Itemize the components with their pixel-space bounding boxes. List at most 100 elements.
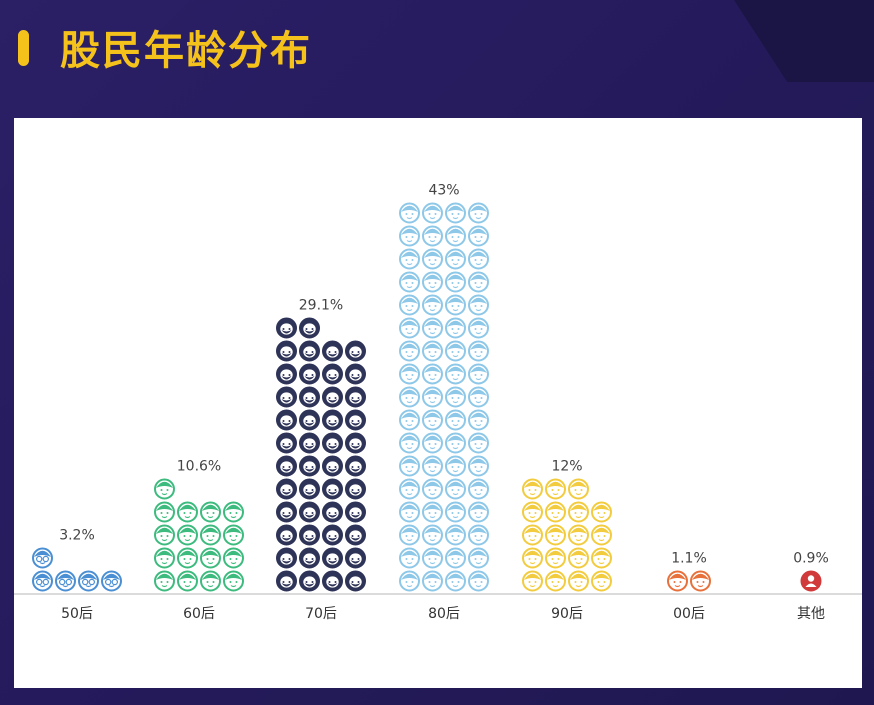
bearded-man-icon — [345, 524, 366, 546]
young-man-icon — [399, 386, 420, 408]
bar-5 — [522, 478, 612, 592]
bearded-man-icon — [276, 432, 297, 454]
bearded-man-icon — [322, 570, 343, 592]
bearded-man-icon — [322, 340, 343, 362]
young-man-icon — [399, 271, 420, 293]
bearded-man-icon — [299, 478, 320, 500]
young-man-icon — [422, 271, 443, 293]
young-man-icon — [422, 432, 443, 454]
bar-4 — [399, 202, 489, 592]
young-man-icon — [399, 248, 420, 270]
young-man-icon — [422, 409, 443, 431]
bearded-man-icon — [345, 501, 366, 523]
boy-icon — [568, 570, 589, 592]
young-man-icon — [445, 317, 466, 339]
young-man-icon — [468, 432, 489, 454]
bearded-man-icon — [299, 409, 320, 431]
boy-icon — [591, 501, 612, 523]
young-man-icon — [399, 363, 420, 385]
young-man-icon — [468, 271, 489, 293]
young-man-icon — [399, 432, 420, 454]
young-man-icon — [468, 524, 489, 546]
young-man-icon — [468, 294, 489, 316]
young-man-icon — [468, 478, 489, 500]
young-man-icon — [422, 455, 443, 477]
bearded-man-icon — [345, 478, 366, 500]
elder-cap-icon — [223, 547, 244, 569]
bearded-man-icon — [345, 363, 366, 385]
bearded-man-icon — [345, 432, 366, 454]
boy-icon — [591, 524, 612, 546]
elder-cap-icon — [177, 501, 198, 523]
young-man-icon — [445, 501, 466, 523]
young-man-icon — [468, 363, 489, 385]
bar-2 — [154, 478, 244, 592]
data-label: 29.1% — [299, 298, 343, 314]
pictogram-bar-chart: 3.2% 50后 10.6% 60后 29.1% 70后 43% 80后 12% 90后 1.1% 0… — [14, 183, 862, 622]
bearded-man-icon — [345, 455, 366, 477]
x-tick-label: 90后 — [551, 606, 583, 622]
bar-1 — [32, 547, 122, 592]
bearded-man-icon — [299, 570, 320, 592]
boy-icon — [568, 524, 589, 546]
x-tick-label: 70后 — [305, 606, 337, 622]
bar-7 — [800, 570, 822, 592]
bearded-man-icon — [322, 524, 343, 546]
grandpa-glasses-icon — [101, 570, 122, 592]
young-man-icon — [468, 225, 489, 247]
bearded-man-icon — [345, 386, 366, 408]
young-man-icon — [445, 248, 466, 270]
bearded-man-icon — [276, 570, 297, 592]
elder-cap-icon — [154, 570, 175, 592]
young-man-icon — [445, 202, 466, 224]
bearded-man-icon — [322, 547, 343, 569]
x-tick-label: 80后 — [428, 606, 460, 622]
young-man-icon — [468, 386, 489, 408]
young-man-icon — [399, 455, 420, 477]
young-man-icon — [445, 455, 466, 477]
young-man-icon — [399, 202, 420, 224]
elder-cap-icon — [154, 524, 175, 546]
elder-cap-icon — [177, 524, 198, 546]
child-icon — [667, 570, 688, 592]
boy-icon — [545, 524, 566, 546]
elder-cap-icon — [154, 501, 175, 523]
data-label: 3.2% — [59, 528, 95, 544]
boy-icon — [568, 478, 589, 500]
young-man-icon — [445, 340, 466, 362]
data-label: 0.9% — [793, 551, 829, 567]
young-man-icon — [399, 570, 420, 592]
young-man-icon — [422, 225, 443, 247]
boy-icon — [568, 501, 589, 523]
bearded-man-icon — [322, 432, 343, 454]
title-accent-bar — [18, 30, 29, 66]
bearded-man-icon — [345, 340, 366, 362]
bearded-man-icon — [276, 409, 297, 431]
elder-cap-icon — [177, 570, 198, 592]
young-man-icon — [445, 271, 466, 293]
elder-cap-icon — [154, 547, 175, 569]
elder-cap-icon — [200, 547, 221, 569]
young-man-icon — [445, 363, 466, 385]
young-man-icon — [422, 478, 443, 500]
x-tick-label: 00后 — [673, 606, 705, 622]
person-icon — [800, 570, 822, 592]
bearded-man-icon — [322, 363, 343, 385]
young-man-icon — [445, 524, 466, 546]
bearded-man-icon — [322, 501, 343, 523]
bearded-man-icon — [276, 547, 297, 569]
bearded-man-icon — [299, 524, 320, 546]
data-label: 43% — [428, 183, 459, 199]
boy-icon — [545, 478, 566, 500]
grandpa-glasses-icon — [78, 570, 99, 592]
boy-icon — [522, 524, 543, 546]
young-man-icon — [399, 409, 420, 431]
elder-cap-icon — [200, 570, 221, 592]
young-man-icon — [445, 547, 466, 569]
young-man-icon — [468, 340, 489, 362]
bearded-man-icon — [299, 363, 320, 385]
young-man-icon — [399, 478, 420, 500]
bearded-man-icon — [322, 478, 343, 500]
boy-icon — [568, 547, 589, 569]
bearded-man-icon — [345, 547, 366, 569]
